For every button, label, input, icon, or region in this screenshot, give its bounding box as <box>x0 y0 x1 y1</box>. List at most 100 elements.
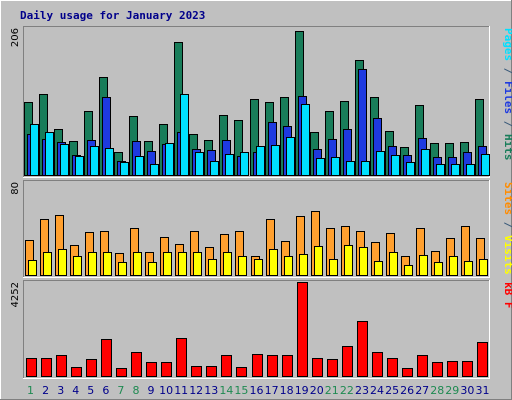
bar <box>447 361 458 377</box>
x-tick-label: 14 <box>219 384 233 397</box>
bar <box>374 261 383 276</box>
x-tick-label: 30 <box>460 384 474 397</box>
y-max-label: 4252 <box>10 282 21 307</box>
bar <box>421 149 430 176</box>
series-kb-f <box>26 282 488 377</box>
x-tick-label: 19 <box>295 384 309 397</box>
bar <box>120 162 129 176</box>
bar <box>236 367 247 377</box>
bar <box>376 151 385 176</box>
bar <box>329 259 338 276</box>
bar <box>240 152 249 176</box>
x-tick-label: 17 <box>265 384 279 397</box>
bar <box>165 143 174 176</box>
panel-hits-files-pages: 206 Pages / Files / Hits <box>10 26 512 178</box>
series-sites <box>28 245 488 276</box>
x-tick-label: 12 <box>189 384 203 397</box>
bar <box>284 256 293 276</box>
bar <box>331 157 340 176</box>
bar <box>86 359 97 377</box>
bar <box>462 361 473 377</box>
bar <box>28 260 37 276</box>
x-tick-label: 28 <box>430 384 444 397</box>
chart-panels: 206 Pages / Files / Hits 80 Sites / Visits 4… <box>10 26 512 379</box>
x-tick-label: 1 <box>27 384 34 397</box>
bar <box>361 161 370 176</box>
bar <box>402 368 413 377</box>
legend-part: kB F <box>502 282 512 309</box>
x-tick-label: 29 <box>445 384 459 397</box>
bar <box>43 252 52 276</box>
bar <box>436 164 445 176</box>
legend-part: Visits <box>502 235 512 275</box>
x-tick-label: 21 <box>325 384 339 397</box>
x-tick-label: 22 <box>340 384 354 397</box>
bar <box>221 355 232 377</box>
legend-label: Pages / Files / Hits <box>502 28 512 161</box>
bar <box>178 252 187 276</box>
bar <box>135 156 144 176</box>
bar <box>269 249 278 276</box>
y-max-label: 206 <box>10 28 21 47</box>
bar <box>238 256 247 276</box>
y-max-label: 80 <box>10 182 21 195</box>
bar <box>30 124 39 176</box>
x-tick-label: 18 <box>280 384 294 397</box>
bar <box>45 132 54 176</box>
bar <box>342 346 353 377</box>
bar <box>193 252 202 276</box>
bar <box>466 164 475 176</box>
legend-part: Pages <box>502 28 512 61</box>
bar <box>191 366 202 377</box>
bar <box>312 358 323 377</box>
bar <box>103 252 112 276</box>
legend-part: Sites <box>502 182 512 215</box>
bar <box>282 355 293 377</box>
bar <box>118 262 127 276</box>
bar <box>210 161 219 176</box>
bar <box>267 355 278 377</box>
bar <box>464 261 473 276</box>
bar <box>223 252 232 276</box>
bar <box>56 355 67 377</box>
x-tick-label: 7 <box>117 384 124 397</box>
bar <box>357 321 368 377</box>
bar <box>90 146 99 176</box>
x-axis: 1 2 3 4 5 6 7 8 9 10 11 12 13 14 15 16 17 18 19 20 21 22 23 24 2… <box>27 384 490 397</box>
bar <box>301 104 310 176</box>
x-tick-label: 15 <box>234 384 248 397</box>
bar <box>451 164 460 176</box>
bar <box>387 358 398 377</box>
bar <box>195 152 204 176</box>
x-tick-label: 24 <box>370 384 384 397</box>
bar <box>389 252 398 276</box>
bar <box>477 342 488 377</box>
bar <box>176 338 187 377</box>
bar <box>116 368 127 377</box>
bar <box>286 137 295 176</box>
bar <box>404 265 413 276</box>
legend-part: Hits <box>502 134 512 161</box>
panel-visits-sites: 80 Sites / Visits <box>10 180 512 278</box>
bar <box>88 252 97 276</box>
legend-part: / <box>502 114 512 134</box>
bar <box>316 158 325 176</box>
bar <box>432 362 443 377</box>
chart-title: Daily usage for January 2023 <box>20 9 205 22</box>
x-tick-label: 8 <box>133 384 140 397</box>
x-tick-label: 2 <box>42 384 49 397</box>
x-tick-label: 4 <box>72 384 79 397</box>
bar <box>180 94 189 176</box>
bar <box>26 358 37 377</box>
bar <box>58 249 67 276</box>
bar <box>406 162 415 176</box>
x-tick-label: 26 <box>400 384 414 397</box>
bar <box>146 362 157 377</box>
legend-label: Sites / Visits <box>502 182 512 275</box>
bar <box>417 355 428 377</box>
bar <box>314 246 323 276</box>
x-tick-label: 25 <box>385 384 399 397</box>
bar <box>60 144 69 176</box>
x-tick-label: 11 <box>174 384 188 397</box>
